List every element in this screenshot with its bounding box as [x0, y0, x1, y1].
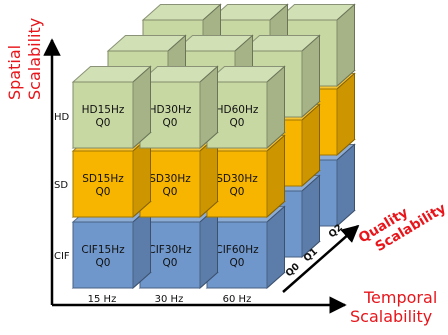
temporal-tick-15hz: 15 Hz	[88, 294, 117, 305]
quality-axis-title: Quality Scalability	[356, 200, 448, 255]
cube-label-rate: SD30Hz	[216, 173, 258, 185]
spatial-title-line2: Scalability	[25, 18, 44, 100]
cube-label-quality: Q0	[96, 257, 111, 269]
temporal-title-line1: Temporal	[363, 288, 437, 307]
cube-label-quality: Q0	[163, 117, 178, 129]
cube-label-quality: Q0	[163, 257, 178, 269]
cube-label-rate: SD15Hz	[82, 173, 124, 185]
cube-label-rate: HD15Hz	[82, 104, 125, 116]
temporal-tick-60hz: 60 Hz	[223, 294, 252, 305]
cube-front-face	[72, 221, 134, 289]
cube-label-quality: Q0	[96, 186, 111, 198]
cube-label-rate: CIF15Hz	[81, 244, 125, 256]
cube-label-rate: HD60Hz	[216, 104, 259, 116]
row-label-hd: HD	[54, 112, 70, 123]
spatial-title-line1: Spatial	[5, 45, 24, 100]
temporal-title-line2: Scalability	[350, 307, 432, 326]
cube-label-rate: CIF30Hz	[148, 244, 192, 256]
spatial-axis-title: Spatial Scalability	[5, 18, 44, 100]
cube-label-quality: Q0	[230, 186, 245, 198]
cube-front-face	[72, 150, 134, 218]
cube-label-rate: HD30Hz	[149, 104, 192, 116]
cube-label-quality: Q0	[230, 257, 245, 269]
cube-label-rate: CIF60Hz	[215, 244, 259, 256]
cube-label-rate: SD30Hz	[149, 173, 191, 185]
temporal-tick-30hz: 30 Hz	[155, 294, 184, 305]
cube-label-quality: Q0	[163, 186, 178, 198]
cube-label-quality: Q0	[230, 117, 245, 129]
cube-front-face	[72, 81, 134, 149]
row-label-sd: SD	[54, 180, 68, 191]
quality-axis-arrow	[282, 224, 360, 293]
row-label-cif: CIF	[54, 251, 70, 262]
cube-stack: CIF60HzQ0CIF30HzQ0CIF15HzQ0SD30HzQ0SD30H…	[71, 3, 356, 290]
cube-label-quality: Q0	[96, 117, 111, 129]
